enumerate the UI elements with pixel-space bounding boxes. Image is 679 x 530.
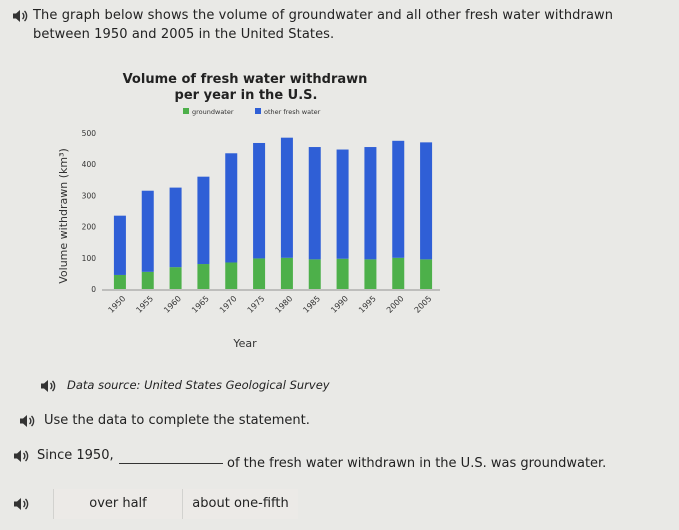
legend-swatch: [183, 108, 189, 114]
bar-other-fresh-water-1965: [197, 176, 210, 265]
speaker-icon[interactable]: [12, 9, 30, 23]
bar-other-fresh-water-1975: [253, 142, 266, 259]
x-tick-label: 2000: [385, 294, 406, 315]
data-source: Data source: United States Geological Su…: [67, 378, 330, 392]
bar-groundwater-1980: [280, 257, 293, 289]
x-tick-label: 1955: [134, 294, 155, 315]
y-tick-label: 0: [91, 285, 96, 294]
x-tick-label: 1965: [190, 294, 211, 315]
y-axis: 0 100 200 300 400 500: [82, 129, 440, 294]
y-tick-label: 500: [82, 129, 97, 138]
x-tick-label: 2005: [413, 294, 434, 315]
answer-blank[interactable]: [119, 463, 223, 464]
chart-legend: groundwater other fresh water: [183, 108, 321, 116]
chart-title-line1: Volume of fresh water withdrawn: [123, 72, 368, 87]
y-tick-label: 300: [82, 191, 97, 200]
statement-start: Since 1950,: [37, 448, 114, 463]
bar-groundwater-1995: [364, 259, 377, 289]
bar-other-fresh-water-2005: [420, 142, 433, 260]
bar-groundwater-1970: [225, 262, 238, 289]
legend-label: other fresh water: [264, 108, 321, 116]
chart-title-line2: per year in the U.S.: [175, 88, 318, 103]
bar-other-fresh-water-1955: [141, 190, 154, 272]
bar-groundwater-1955: [141, 271, 154, 289]
y-tick-label: 400: [82, 160, 97, 169]
bar-other-fresh-water-1995: [364, 147, 377, 260]
bar-groundwater-2005: [420, 259, 433, 289]
option-about-one-fifth[interactable]: about one-fifth: [182, 489, 298, 519]
speaker-icon[interactable]: [13, 497, 31, 511]
legend-label: groundwater: [192, 108, 234, 116]
x-tick-label: 1985: [301, 294, 322, 315]
bar-other-fresh-water-1985: [308, 147, 321, 260]
x-tick-label: 1990: [329, 294, 350, 315]
instruction-text: Use the data to complete the statement.: [44, 413, 310, 428]
bar-groundwater-1990: [336, 258, 349, 289]
y-tick-label: 100: [82, 254, 97, 263]
legend-swatch: [255, 108, 261, 114]
x-tick-label: 1950: [107, 294, 128, 315]
bars: [113, 137, 433, 289]
bar-other-fresh-water-1990: [336, 149, 349, 259]
statement-end: of the fresh water withdrawn in the U.S.…: [227, 456, 607, 471]
bar-other-fresh-water-2000: [392, 140, 405, 258]
intro-text: The graph below shows the volume of grou…: [33, 8, 614, 42]
option-over-half[interactable]: over half: [53, 489, 182, 519]
bar-groundwater-1975: [253, 258, 266, 289]
x-tick-label: 1970: [218, 294, 239, 315]
x-axis-label: Year: [232, 337, 257, 350]
bar-groundwater-1985: [308, 259, 321, 289]
y-tick-label: 200: [82, 223, 97, 232]
x-tick-label: 1995: [357, 294, 378, 315]
speaker-icon[interactable]: [19, 414, 37, 428]
x-tick-label: 1975: [246, 294, 267, 315]
bar-groundwater-1960: [169, 267, 182, 289]
bar-other-fresh-water-1980: [280, 137, 293, 258]
speaker-icon[interactable]: [13, 449, 31, 463]
x-axis: 1950 1955 1960 1965 1970 1975 1980 1985 1990 1995…: [107, 294, 434, 315]
x-tick-label: 1960: [162, 294, 183, 315]
speaker-icon[interactable]: [40, 379, 58, 393]
x-tick-label: 1980: [274, 294, 295, 315]
bar-other-fresh-water-1970: [225, 153, 238, 263]
bar-other-fresh-water-1960: [169, 187, 182, 268]
y-axis-label: Volume withdrawn (km³): [57, 148, 70, 284]
stacked-bar-chart: Volume of fresh water withdrawn per year…: [57, 72, 440, 350]
bar-other-fresh-water-1950: [113, 215, 126, 275]
bar-groundwater-1965: [197, 264, 210, 289]
bar-groundwater-1950: [113, 274, 126, 289]
bar-groundwater-2000: [392, 257, 405, 289]
